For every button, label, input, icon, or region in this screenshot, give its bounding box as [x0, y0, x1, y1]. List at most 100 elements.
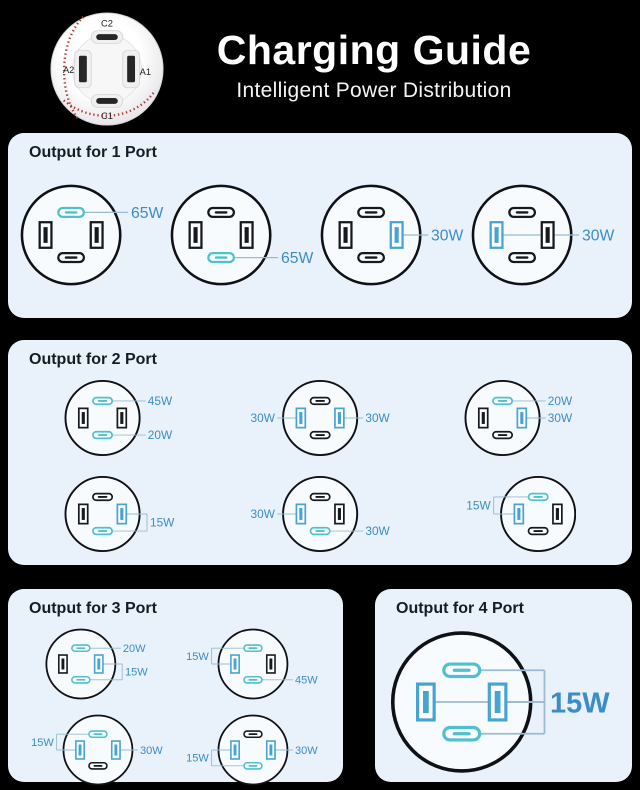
- socket-diagram: 45W 20W: [64, 379, 173, 457]
- socket-diagram: 20W 15W: [45, 628, 149, 700]
- panel-title: Output for 3 Port: [29, 600, 157, 617]
- header: C2 A2 A1 C1 Charging Guide Intelligent P…: [0, 0, 640, 133]
- wattage-label: 30W: [582, 227, 614, 244]
- usb-a-port-a2-icon: [78, 55, 87, 82]
- usb-c-port-bc-active: [243, 675, 264, 684]
- socket-diagram: 30W: [471, 184, 614, 286]
- usb-c-port-bc-active: [71, 675, 91, 684]
- socket-grid: 15W: [387, 622, 620, 782]
- socket-circle: [64, 379, 141, 457]
- usb-a-port-la-active: [74, 740, 85, 760]
- wattage-label: 30W: [250, 411, 275, 425]
- usb-a-port-la-active: [489, 221, 504, 249]
- panel-output-3-port: Output for 3 Port 20W 15W 15W 45W 15W 30W 15W 3…: [8, 589, 343, 786]
- usb-c-port-bc: [491, 430, 513, 440]
- baseball-charger-image: C2 A2 A1 C1: [50, 11, 164, 126]
- socket-diagram: 15W 30W: [186, 714, 319, 786]
- panel-title: Output for 2 Port: [29, 351, 157, 368]
- usb-a-port-ra-active: [116, 503, 127, 525]
- socket-diagram: 30W 30W: [250, 475, 390, 553]
- usb-c-port-tc: [207, 206, 236, 218]
- usb-a-port-ra: [333, 503, 345, 525]
- usb-a-port-ra-active: [110, 740, 121, 760]
- usb-c-port-tc: [91, 492, 113, 502]
- usb-c-port-tc: [309, 492, 331, 502]
- usb-c-port-tc-active: [527, 492, 549, 502]
- wattage-label: 65W: [131, 205, 163, 222]
- wattage-label: 30W: [140, 745, 163, 757]
- wattage-label: 65W: [281, 250, 313, 267]
- usb-a-port-ra-active: [516, 407, 527, 429]
- stitch-seam-bottom: [62, 89, 157, 117]
- socket-grid: 65W 65W 30W 30W: [20, 178, 620, 292]
- wattage-label: 30W: [431, 227, 463, 244]
- usb-c-port-c2-icon: [96, 33, 118, 40]
- page-subtitle: Intelligent Power Distribution: [236, 79, 512, 103]
- usb-a-port-la-active: [416, 682, 437, 722]
- usb-a-port-la: [58, 654, 69, 674]
- wattage-label: 15W: [125, 667, 148, 679]
- port-label-c2: C2: [101, 18, 113, 28]
- usb-c-port-bc: [57, 252, 86, 264]
- wattage-label: 15W: [186, 753, 209, 765]
- usb-a-port-la: [77, 407, 89, 429]
- usb-c-port-bc-active: [207, 252, 236, 264]
- port-label-a2: A2: [63, 64, 74, 74]
- wattage-label: 45W: [147, 394, 172, 408]
- panel-output-1-port: Output for 1 Port 65W 65W 30W 30W: [8, 133, 632, 318]
- socket-diagram: 15W 45W: [186, 628, 319, 700]
- usb-c-port-tc-active: [91, 396, 113, 406]
- usb-a-port-la: [77, 503, 89, 525]
- usb-a-port-ra: [239, 221, 254, 249]
- socket-diagram: 15W: [466, 475, 576, 553]
- wattage-label: 20W: [547, 394, 572, 408]
- usb-c-port-bc: [309, 430, 331, 440]
- port-label-c1: C1: [101, 111, 113, 121]
- usb-c-port-c1-icon: [96, 97, 118, 104]
- usb-c-port-tc-active: [57, 206, 86, 218]
- socket-diagram: 30W: [321, 184, 464, 286]
- page-title: Charging Guide: [216, 26, 532, 73]
- usb-a-port-la: [38, 221, 53, 249]
- wattage-label: 30W: [547, 411, 572, 425]
- usb-a-port-la: [188, 221, 203, 249]
- usb-a-port-ra-active: [390, 221, 405, 249]
- socket-diagram: 65W: [20, 184, 164, 286]
- panel-title: Output for 1 Port: [29, 144, 157, 161]
- usb-a-port-ra: [540, 221, 555, 249]
- usb-a-port-ra: [551, 503, 563, 525]
- port-label-a1: A1: [140, 66, 151, 76]
- wattage-label: 15W: [31, 737, 54, 749]
- wattage-label: 20W: [147, 428, 172, 442]
- usb-c-port-bc: [87, 761, 108, 770]
- usb-c-port-tc-active: [491, 396, 513, 406]
- wattage-label: 30W: [250, 507, 275, 521]
- usb-a-port-ra-active: [333, 407, 345, 429]
- wattage-label: 15W: [466, 499, 491, 513]
- bottom-panels-row: Output for 3 Port 20W 15W 15W 45W 15W 30W 15W 3…: [8, 589, 632, 786]
- usb-c-port-bc: [507, 252, 536, 264]
- socket-grid: 45W 20W 30W 30W 20W 30W 15W 30W 30W 15W: [20, 375, 620, 557]
- usb-a-port-la-active: [295, 503, 307, 525]
- socket-diagram: 30W 30W: [250, 379, 390, 457]
- wattage-label: 30W: [365, 524, 390, 538]
- usb-c-port-tc: [309, 396, 331, 406]
- socket-diagram: 15W: [391, 631, 611, 773]
- socket-diagram: 65W: [170, 184, 314, 286]
- usb-c-port-bc-active: [309, 526, 331, 536]
- usb-a-port-ra-active: [94, 654, 105, 674]
- socket-grid: 20W 15W 15W 45W 15W 30W 15W 30W: [20, 624, 331, 790]
- usb-a-port-la-active: [230, 654, 241, 674]
- usb-a-port-ra-active: [266, 740, 277, 760]
- usb-a-port-la-active: [513, 503, 524, 525]
- usb-c-port-tc: [507, 206, 536, 218]
- panel-output-2-port: Output for 2 Port 45W 20W 30W 30W 20W 30W 15W 3…: [8, 340, 632, 565]
- usb-a-port-a1-icon: [127, 55, 136, 82]
- usb-a-port-la-active: [230, 740, 241, 760]
- usb-c-port-tc-active: [442, 662, 482, 679]
- wattage-label: 15W: [150, 516, 175, 530]
- wattage-label: 15W: [186, 651, 209, 663]
- usb-c-port-tc: [357, 206, 386, 218]
- wattage-label: 20W: [123, 643, 146, 655]
